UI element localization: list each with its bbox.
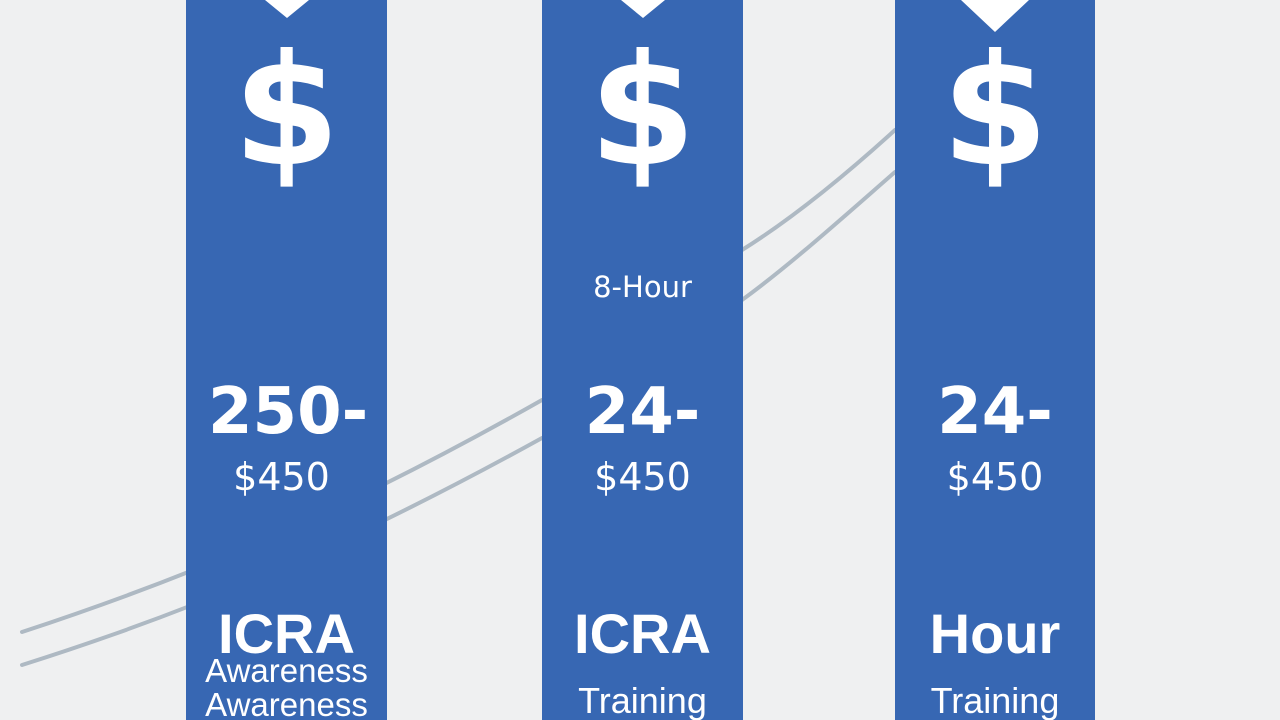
price-range-end: $450: [233, 455, 330, 499]
price-range-start: 24-: [584, 375, 701, 449]
banner-title: Hour: [929, 602, 1061, 665]
dollar-icon: $: [941, 22, 1049, 201]
banner-subtitle: Awareness: [205, 686, 368, 720]
trend-curve-lower: [20, 170, 897, 667]
price-banner-3: $ 24- $450 Hour Training: [895, 0, 1095, 720]
banner-subtitle: Awareness: [205, 652, 368, 689]
banner-notch: [264, 0, 309, 18]
price-range-start: 250-: [208, 375, 369, 449]
price-range-end: $450: [594, 455, 691, 499]
trend-curve-upper: [20, 128, 897, 634]
banner-notch: [620, 0, 665, 18]
banner-subtitle: Training: [578, 680, 707, 720]
price-banner-2: $ 8-Hour 24- $450 ICRA Training: [542, 0, 743, 720]
price-banner-1: $ 250- $450 ICRA Awareness Awareness: [186, 0, 387, 720]
dollar-icon: $: [232, 22, 341, 201]
price-range-start: 24-: [937, 375, 1053, 449]
price-range-end: $450: [946, 455, 1044, 499]
dollar-icon: $: [588, 22, 697, 201]
banner-subtitle: Training: [930, 680, 1060, 720]
banner-title: ICRA: [218, 602, 355, 665]
banner-title: ICRA: [574, 602, 711, 665]
banner-notch: [961, 0, 1029, 32]
duration-note: 8-Hour: [593, 270, 692, 304]
